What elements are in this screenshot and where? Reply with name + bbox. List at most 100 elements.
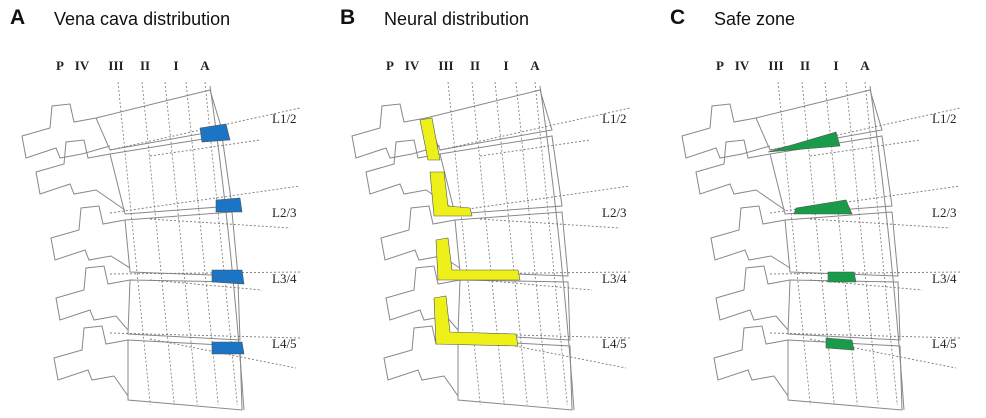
vertebral-body [127, 339, 243, 411]
vertebral-body [425, 89, 553, 151]
posterior-element [383, 325, 459, 397]
posterior-element [380, 205, 461, 269]
zone-label: II [470, 58, 480, 73]
anterior-border [539, 85, 575, 411]
spine-diagram: P IV III II I AL1/2L2/3L3/4L4/5 [681, 58, 961, 411]
vertebra [713, 325, 903, 411]
highlight-region [211, 341, 245, 355]
vertebral-body [755, 89, 883, 151]
panel-title: Safe zone [714, 9, 796, 29]
vertebra [380, 205, 569, 277]
disc-line [149, 218, 291, 229]
vertebra [55, 265, 241, 341]
zone-label: A [200, 58, 210, 73]
posterior-element [53, 325, 129, 397]
level-label: L3/4 [272, 271, 297, 286]
level-label: L2/3 [272, 205, 297, 220]
panel-neural: B Neural distribution P IV III II I A L1/2 L2/3… [330, 0, 659, 418]
level-label: L2/3 [932, 205, 957, 220]
disc-line [149, 139, 261, 157]
vertebral-body [784, 211, 899, 277]
zone-boundary-line [515, 81, 549, 406]
zone-label: A [530, 58, 540, 73]
level-label: L1/2 [602, 111, 627, 126]
highlight-region [767, 131, 841, 153]
zone-boundary-line [447, 81, 481, 406]
panel-title: Neural distribution [384, 9, 530, 29]
zone-label: IV [75, 58, 90, 73]
zone-label: I [503, 58, 508, 73]
highlight-region [211, 269, 245, 285]
zone-boundary-line [845, 81, 879, 406]
zone-label: III [438, 58, 453, 73]
zone-label: I [173, 58, 178, 73]
vertebra [695, 135, 893, 215]
zone-label: II [140, 58, 150, 73]
vertebral-body [769, 135, 893, 215]
posterior-element [55, 265, 131, 331]
vertebra [365, 135, 563, 215]
posterior-element [695, 139, 786, 211]
posterior-element [385, 265, 461, 331]
spine-diagram: P IV III II I AL1/2L2/3L3/4L4/5 [21, 58, 301, 411]
level-label: L4/5 [272, 336, 297, 351]
disc-line [479, 279, 593, 291]
posterior-element [681, 103, 771, 159]
zone-label: III [108, 58, 123, 73]
posterior-element [713, 325, 789, 397]
zone-label: IV [735, 58, 750, 73]
zone-label: II [800, 58, 810, 73]
highlight-region [429, 171, 473, 217]
posterior-element [50, 205, 131, 269]
disc-line [149, 279, 263, 291]
vertebra [383, 325, 573, 411]
level-label: L4/5 [602, 336, 627, 351]
panel-letter: C [670, 6, 686, 29]
vertebral-body [124, 211, 239, 277]
disc-line [479, 139, 591, 157]
highlight-region [215, 197, 243, 213]
zone-label: IV [405, 58, 420, 73]
vertebral-body [109, 135, 233, 215]
posterior-element [365, 139, 456, 211]
zone-label: P [716, 58, 724, 73]
level-label: L1/2 [932, 111, 957, 126]
vertebra [53, 325, 243, 411]
vertebra [715, 265, 901, 341]
zone-boundary-line [824, 81, 858, 406]
zone-boundary-line [777, 81, 811, 406]
posterior-element [710, 205, 791, 269]
zone-boundary-line [117, 81, 151, 406]
level-label: L1/2 [272, 111, 297, 126]
vertebra [710, 205, 899, 277]
zone-label: III [768, 58, 783, 73]
vertebra [50, 205, 239, 277]
posterior-element [35, 139, 126, 211]
zone-boundary-line [164, 81, 198, 406]
vertebral-body [457, 339, 573, 411]
anterior-border [869, 85, 905, 411]
posterior-element [715, 265, 791, 331]
vertebral-body [439, 135, 563, 215]
zone-label: P [386, 58, 394, 73]
highlight-region [825, 337, 855, 351]
disc-line [809, 218, 951, 229]
posterior-element [351, 103, 441, 159]
disc-line [479, 218, 621, 229]
level-label: L3/4 [932, 271, 957, 286]
disc-line [149, 338, 297, 369]
vertebral-body [787, 339, 903, 411]
panel-vena-cava: A Vena cava distribution P IV III II I A L1/2 L… [0, 0, 329, 418]
highlight-region [419, 117, 441, 161]
highlight-region [433, 295, 519, 347]
panel-letter: B [340, 6, 356, 29]
highlight-region [827, 271, 857, 283]
disc-line [809, 139, 921, 157]
vertebra [35, 135, 233, 215]
vertebra [385, 265, 571, 341]
zone-boundary-line [494, 81, 528, 406]
disc-line [809, 279, 923, 291]
level-label: L3/4 [602, 271, 627, 286]
level-label: L4/5 [932, 336, 957, 351]
vertebra [681, 89, 883, 159]
